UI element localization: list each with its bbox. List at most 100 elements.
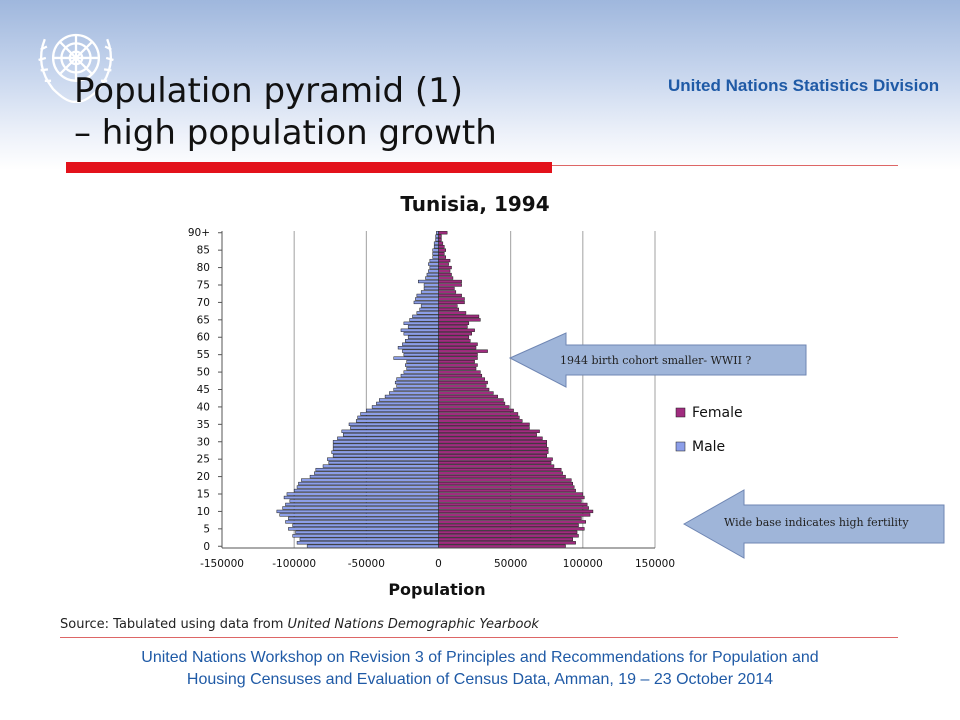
female-bar-age-63 bbox=[438, 325, 468, 329]
male-bar-age-87 bbox=[433, 241, 439, 245]
female-bar-age-86 bbox=[438, 245, 445, 249]
female-bar-age-55 bbox=[438, 353, 478, 357]
male-bar-age-14 bbox=[283, 495, 439, 500]
female-bar-age-5 bbox=[438, 527, 585, 531]
male-bar-age-65 bbox=[409, 318, 439, 322]
female-bar-age-47 bbox=[438, 380, 488, 385]
female-bar-age-23 bbox=[438, 464, 555, 468]
footer: United Nations Workshop on Revision 3 of… bbox=[60, 647, 900, 691]
male-bar-age-75 bbox=[423, 283, 439, 287]
female-bar-age-26 bbox=[438, 454, 547, 458]
female-bar-age-24 bbox=[438, 461, 552, 465]
female-bar-age-57 bbox=[438, 346, 477, 350]
female-bar-age-2 bbox=[438, 537, 573, 541]
male-bar-age-18 bbox=[298, 481, 439, 486]
male-bar-age-0 bbox=[306, 544, 439, 548]
source-prefix: Source: Tabulated using data from bbox=[60, 617, 288, 632]
male-bar-age-28 bbox=[332, 447, 439, 451]
female-bar-age-19 bbox=[438, 478, 572, 482]
male-bar-age-62 bbox=[400, 328, 439, 332]
male-bar-age-73 bbox=[420, 290, 439, 294]
slide-title: Population pyramid (1) – high population… bbox=[74, 70, 497, 154]
y-tick-label: 55 bbox=[197, 349, 210, 361]
female-bar-age-82 bbox=[438, 258, 451, 263]
female-bar-age-73 bbox=[438, 290, 457, 294]
male-bar-age-27 bbox=[331, 450, 439, 454]
female-bar-age-85 bbox=[438, 248, 446, 252]
male-bar-age-44 bbox=[389, 391, 439, 395]
male-bar-age-32 bbox=[342, 433, 439, 437]
male-bar-age-59 bbox=[405, 339, 439, 343]
title-underline-thin bbox=[552, 165, 898, 166]
y-tick-label: 10 bbox=[197, 506, 210, 518]
male-bar-age-33 bbox=[341, 429, 439, 433]
female-bar-age-56 bbox=[438, 349, 488, 353]
female-bar-age-48 bbox=[438, 377, 485, 381]
wwii-callout-arrow bbox=[508, 332, 807, 388]
female-bar-age-60 bbox=[438, 335, 470, 339]
male-bar-age-40 bbox=[371, 405, 439, 409]
male-bar-age-8 bbox=[288, 516, 439, 521]
female-bar-age-46 bbox=[438, 384, 487, 388]
y-tick-label: 5 bbox=[203, 523, 210, 535]
female-bar-age-68 bbox=[438, 307, 459, 312]
male-bar-age-86 bbox=[433, 245, 439, 249]
x-tick-label: -150000 bbox=[200, 558, 244, 570]
male-bar-age-25 bbox=[327, 457, 439, 461]
male-bar-age-13 bbox=[289, 499, 439, 503]
male-bar-age-46 bbox=[396, 384, 439, 388]
male-bar-age-20 bbox=[309, 474, 439, 479]
male-bar-age-56 bbox=[402, 349, 439, 353]
legend-label: Male bbox=[692, 439, 725, 455]
male-bar-age-79 bbox=[428, 269, 439, 273]
title-line-1: Population pyramid (1) bbox=[74, 71, 464, 111]
female-bar-age-18 bbox=[438, 481, 573, 486]
male-bar-age-78 bbox=[426, 272, 439, 277]
female-bar-age-78 bbox=[438, 272, 452, 277]
female-bar-age-34 bbox=[438, 426, 530, 430]
male-bar-age-76 bbox=[418, 279, 439, 284]
male-bar-age-74 bbox=[423, 286, 439, 291]
female-bar-age-66 bbox=[438, 314, 480, 318]
male-bar-age-84 bbox=[432, 252, 439, 256]
female-bar-age-83 bbox=[438, 255, 446, 259]
org-name: United Nations Statistics Division bbox=[668, 76, 940, 95]
female-bar-age-43 bbox=[438, 394, 498, 399]
female-bar-age-38 bbox=[438, 412, 519, 416]
male-bar-age-4 bbox=[295, 530, 439, 534]
male-bar-age-47 bbox=[394, 380, 439, 385]
female-bar-age-15 bbox=[438, 492, 584, 496]
female-bar-age-70 bbox=[438, 300, 465, 305]
male-bar-age-41 bbox=[376, 401, 439, 406]
female-bar-age-1 bbox=[438, 541, 576, 545]
female-bar-age-87 bbox=[438, 241, 444, 245]
male-bar-age-68 bbox=[419, 307, 439, 312]
male-bar-age-53 bbox=[406, 359, 439, 364]
male-bar-age-61 bbox=[403, 332, 439, 336]
footer-divider bbox=[60, 637, 898, 638]
female-bar-age-13 bbox=[438, 499, 582, 503]
male-bar-age-77 bbox=[425, 276, 439, 280]
female-bar-age-49 bbox=[438, 373, 483, 378]
male-bar-age-60 bbox=[407, 335, 439, 339]
male-bar-age-85 bbox=[432, 248, 439, 252]
y-tick-label: 20 bbox=[197, 471, 210, 483]
female-bar-age-59 bbox=[438, 339, 471, 343]
male-bar-age-36 bbox=[355, 419, 439, 423]
female-bar-age-20 bbox=[438, 474, 566, 479]
legend-swatch bbox=[675, 441, 686, 452]
male-bar-age-58 bbox=[402, 342, 439, 346]
female-bar-age-11 bbox=[438, 506, 589, 510]
footer-line-1: United Nations Workshop on Revision 3 of… bbox=[141, 649, 819, 666]
y-tick-label: 40 bbox=[197, 401, 210, 413]
female-bar-age-62 bbox=[438, 328, 475, 332]
male-bar-age-52 bbox=[405, 363, 439, 367]
male-bar-age-34 bbox=[350, 426, 439, 430]
female-bar-age-50 bbox=[438, 370, 481, 374]
male-bar-age-21 bbox=[314, 471, 439, 475]
female-bar-age-54 bbox=[438, 356, 478, 360]
female-bar-age-10 bbox=[438, 509, 594, 514]
y-tick-label: 60 bbox=[197, 332, 210, 344]
female-bar-age-12 bbox=[438, 502, 588, 507]
